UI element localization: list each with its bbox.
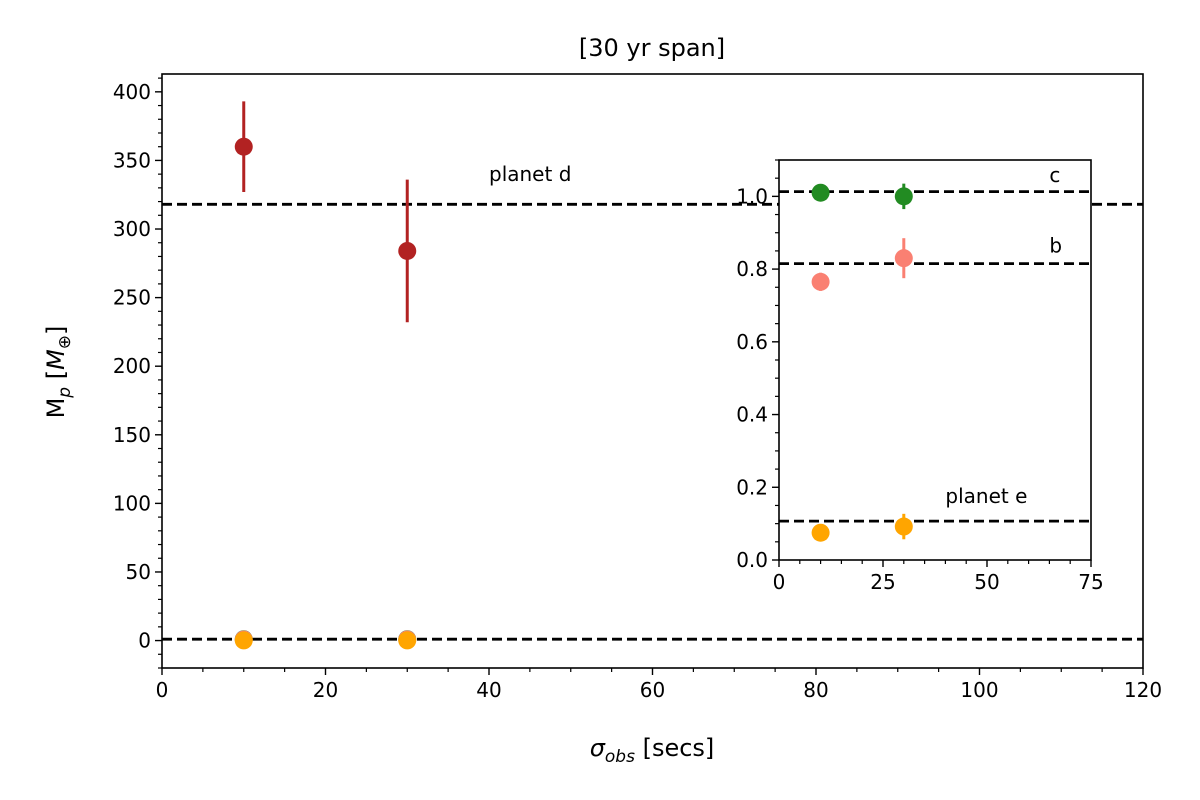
inset-reference-label-2: planet e	[945, 484, 1027, 508]
x-axis-label: σobs [secs]	[590, 734, 715, 767]
main-x-tick-label: 120	[1124, 678, 1162, 702]
y-axis-label-symbol: M	[42, 398, 70, 419]
main-point-s0-p1	[398, 241, 417, 260]
inset-y-tick-label: 0.8	[736, 257, 768, 281]
y-axis-label-close: ]	[42, 326, 70, 335]
inset-reference-labels: c b planet e	[945, 163, 1062, 508]
main-x-tick-label: 100	[960, 678, 998, 702]
inset-point-s1-p0	[811, 272, 830, 291]
chart-title: [30 yr span]	[579, 34, 725, 62]
y-axis-label-unit-subscript: ⊕	[55, 335, 75, 349]
inset-background	[779, 160, 1091, 560]
inset-y-tick-label: 0.6	[736, 330, 768, 354]
inset-y-tick-label: 0.2	[736, 475, 768, 499]
main-x-axis: 0 20 40 60 80 100 120	[156, 668, 1162, 702]
main-point-s0-p0	[234, 137, 253, 156]
main-y-tick-label: 0	[138, 629, 151, 653]
main-y-tick-label: 100	[113, 491, 151, 515]
inset-x-tick-label: 50	[974, 570, 999, 594]
inset-x-axis: 0 25 50 75	[773, 560, 1104, 594]
inset-reference-label-0: c	[1049, 163, 1060, 187]
y-axis-label-unit: M	[42, 349, 70, 370]
x-axis-label-symbol: σ	[590, 734, 606, 762]
inset-data-points	[811, 183, 913, 542]
main-data-points	[234, 101, 417, 650]
y-axis-label-subscript: p	[55, 387, 75, 399]
main-reference-label-0: planet d	[489, 162, 571, 186]
inset-reference-label-1: b	[1049, 234, 1062, 258]
inset-point-s0-p0	[811, 183, 830, 202]
y-axis-label-open: [	[42, 370, 70, 387]
inset-point-s0-p1	[894, 187, 913, 206]
main-reference-labels: planet d	[489, 162, 571, 186]
inset-y-tick-label: 0.4	[736, 403, 768, 427]
main-y-tick-label: 250	[113, 286, 151, 310]
inset-point-s2-p1	[894, 517, 913, 536]
x-axis-label-unit: [secs]	[635, 734, 714, 762]
main-y-axis: 0 50 100 150 200 250 300 350 400	[113, 77, 162, 669]
inset-point-s1-p1	[894, 249, 913, 268]
main-y-tick-label: 400	[113, 80, 151, 104]
main-y-tick-label: 50	[126, 560, 151, 584]
main-y-tick-label: 300	[113, 217, 151, 241]
inset-point-s2-p0	[811, 523, 830, 542]
inset-x-tick-label: 75	[1078, 570, 1103, 594]
x-axis-label-subscript: obs	[605, 747, 635, 767]
inset-reference-lines	[779, 190, 1091, 523]
main-x-tick-label: 0	[156, 678, 169, 702]
main-x-tick-label: 40	[476, 678, 501, 702]
inset-y-tick-label: 1.0	[736, 184, 768, 208]
main-point-s3-p0	[234, 631, 253, 650]
inset-y-axis: 0.0 0.2 0.4 0.6 0.8 1.0	[736, 159, 779, 572]
inset-y-tick-label: 0.0	[736, 548, 768, 572]
main-point-s3-p1	[398, 631, 417, 650]
y-axis-label: Mp [M⊕]	[42, 326, 75, 419]
main-y-tick-label: 350	[113, 148, 151, 172]
main-x-tick-label: 80	[803, 678, 828, 702]
inset-x-tick-label: 25	[870, 570, 895, 594]
main-y-tick-label: 150	[113, 423, 151, 447]
main-x-tick-label: 20	[313, 678, 338, 702]
main-x-tick-label: 60	[640, 678, 665, 702]
main-y-tick-label: 200	[113, 354, 151, 378]
inset-x-tick-label: 0	[773, 570, 786, 594]
